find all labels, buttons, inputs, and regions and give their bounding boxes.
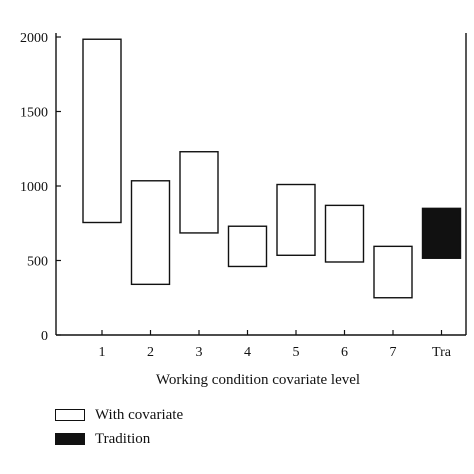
x-tick-label-3: 3 [196,345,203,360]
x-tick-label-2: 2 [147,345,154,360]
x-tick-label-7: 7 [390,345,397,360]
x-tick-label-1: 1 [99,345,106,360]
bar-with-covariate-4 [227,225,268,268]
legend-item-with-covariate: With covariate [55,404,183,426]
x-tick-label-6: 6 [341,345,348,360]
legend-swatch-with-covariate [55,409,85,421]
bar-tradition-tra [421,207,462,259]
y-ticks-group: 0 500 1000 1500 2000 [20,31,61,344]
x-tick-label-5: 5 [293,345,300,360]
bar-with-covariate-5 [276,183,316,256]
y-tick-label-1000: 1000 [20,180,48,195]
x-tick-label-4: 4 [244,345,251,360]
bar-with-covariate-6 [324,204,365,263]
legend-label-tradition: Tradition [95,430,151,447]
bar-with-covariate-7 [373,245,413,299]
y-tick-label-1500: 1500 [20,106,48,121]
bar-with-covariate-2 [130,180,171,286]
legend: With covariate Tradition [55,404,183,452]
bar-with-covariate-3 [179,151,219,234]
legend-label-with-covariate: With covariate [95,406,184,423]
legend-item-tradition: Tradition [55,428,183,450]
y-tick-label-0: 0 [41,329,48,344]
x-axis-title: Working condition covariate level [156,372,360,388]
x-ticks-group: 1 2 3 4 5 6 7 Tra [99,330,452,360]
y-tick-label-2000: 2000 [20,31,48,46]
bar-with-covariate-1 [82,38,122,224]
legend-swatch-tradition [55,433,85,445]
y-tick-label-500: 500 [27,255,48,270]
bars-group [82,38,462,299]
x-tick-label-tra: Tra [432,345,452,360]
